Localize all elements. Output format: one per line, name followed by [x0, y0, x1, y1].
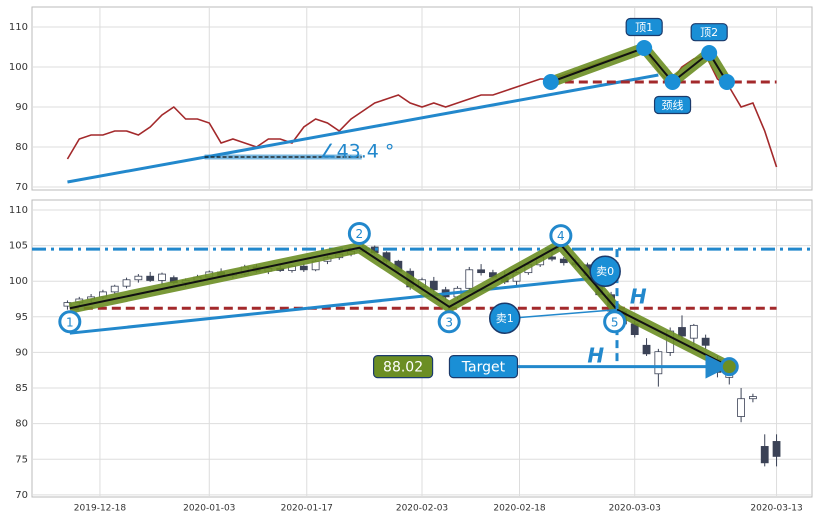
candle-body: [689, 324, 698, 339]
pattern-core: [69, 243, 730, 368]
candle-body: [299, 265, 308, 271]
candle-body: [701, 337, 710, 346]
y-tick-label: 70: [15, 182, 28, 193]
thin-line: [510, 308, 618, 319]
y-tick-label: 80: [15, 419, 28, 430]
value-box: [372, 355, 434, 379]
box-label: 88.02: [383, 360, 423, 376]
y-tick-label: 100: [9, 62, 28, 73]
candle-body: [678, 327, 686, 337]
x-tick-label: 2020-03-03: [609, 504, 661, 514]
angle-label: ∠43.4 °: [320, 141, 395, 163]
y-tick-label: 110: [9, 205, 28, 216]
point-circle: [347, 221, 371, 245]
point-circle: [549, 224, 573, 248]
y-tick-label: 90: [15, 102, 28, 113]
candle-body: [122, 279, 131, 287]
signal-label: 卖0: [596, 265, 614, 278]
trend-line: [67, 73, 659, 184]
candle-body: [429, 280, 438, 291]
candle-body: [737, 398, 745, 417]
pattern-point: [701, 45, 718, 61]
point-label: 1: [66, 315, 74, 329]
signal-bubble: [488, 302, 521, 334]
y-tick-label: 85: [15, 383, 28, 394]
x-tick-label: 2020-01-17: [281, 504, 333, 514]
y-tick-label: 105: [9, 241, 28, 252]
y-tick-label: 70: [15, 490, 28, 501]
x-tick-label: 2020-02-18: [493, 504, 546, 514]
trend-line: [69, 276, 600, 335]
box-label: 颈线: [662, 98, 684, 112]
candle-body: [772, 441, 781, 457]
y-tick-label: 80: [15, 142, 28, 153]
candle-body: [477, 269, 485, 274]
label-box: [653, 95, 692, 115]
candle-body: [654, 351, 663, 375]
x-tick-label: 2020-03-13: [750, 504, 802, 514]
y-tick-label: 110: [9, 22, 28, 33]
y-tick-label: 90: [15, 347, 28, 358]
point-circle: [437, 310, 461, 334]
signal-bubble: [589, 255, 621, 287]
pattern-point: [718, 74, 735, 90]
candle-body: [146, 275, 155, 281]
x-tick-label: 2019-12-18: [74, 504, 127, 514]
point-circle: [603, 310, 627, 334]
candle-body: [465, 269, 474, 289]
y-tick-label: 95: [15, 312, 28, 323]
candle-body: [110, 285, 119, 293]
pattern-point: [664, 74, 681, 90]
box-label: Target: [461, 360, 506, 376]
candle-body: [749, 396, 757, 400]
pattern-point: [542, 74, 559, 90]
candle-body: [548, 256, 556, 260]
x-tick-label: 2020-01-03: [183, 504, 235, 514]
height-label: H: [587, 343, 604, 367]
pattern-point: [636, 40, 653, 56]
box-label: 顶1: [635, 21, 653, 34]
point-label: 2: [356, 227, 364, 241]
candle-body: [158, 273, 166, 281]
x-tick-label: 2020-02-03: [396, 504, 448, 514]
label-box: [448, 355, 519, 379]
y-tick-label: 100: [9, 276, 28, 287]
label-box: [690, 23, 728, 42]
point-label: 5: [611, 315, 619, 329]
point-circle: [58, 310, 82, 334]
point-label: 4: [557, 229, 565, 243]
height-label: H: [630, 284, 647, 308]
y-tick-label: 75: [15, 454, 28, 465]
label-box: [625, 17, 663, 37]
candle-body: [134, 275, 143, 281]
candle-body: [760, 446, 769, 464]
point-label: 3: [445, 315, 453, 329]
candle-body: [559, 258, 568, 264]
target-point: [719, 357, 739, 377]
candle-body: [642, 344, 651, 355]
box-label: 顶2: [700, 26, 718, 39]
signal-label: 卖1: [496, 312, 514, 325]
